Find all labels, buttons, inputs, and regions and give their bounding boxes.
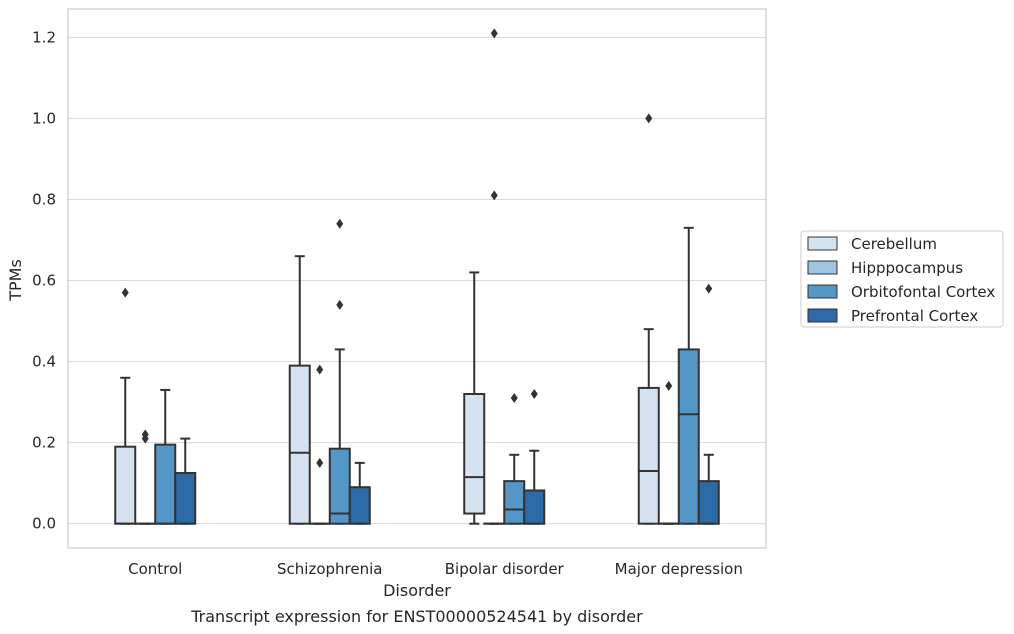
box-1-1 [308, 364, 331, 525]
box-1-2 [328, 218, 351, 525]
legend-label: Orbitofontal Cortex [851, 283, 995, 301]
box-iqr [328, 447, 351, 525]
box-iqr [697, 480, 720, 525]
box-3-0 [637, 113, 660, 525]
legend: Cerebellum Hipppocampus Orbitofontal Corte… [800, 230, 1004, 328]
figure-caption: Transcript expression for ENST0000052454… [190, 607, 643, 626]
box-iqr [463, 393, 486, 515]
x-tick-label: Schizophrenia [277, 560, 382, 578]
plot-frame [67, 8, 767, 549]
box-3-2 [677, 226, 700, 525]
x-tick-labels: Control Schizophrenia Bipolar disorder Majo… [128, 560, 743, 578]
legend-label: Cerebellum [851, 235, 937, 253]
outlier-point [645, 113, 653, 124]
y-tick-label: 0.0 [32, 515, 56, 533]
legend-label: Hipppocampus [851, 259, 963, 277]
box-iqr [154, 443, 177, 525]
x-tick-label: Bipolar disorder [445, 560, 565, 578]
outlier-point [141, 429, 149, 440]
y-tick-labels: 0.0 0.2 0.4 0.6 0.8 1.0 1.2 [32, 28, 56, 532]
outlier-point [316, 457, 324, 468]
y-tick-label: 1.0 [32, 109, 56, 127]
box-iqr [637, 386, 660, 525]
y-axis-title: TPMs [6, 259, 25, 302]
box-iqr [114, 445, 137, 525]
box-groups [114, 28, 720, 525]
y-tick-label: 0.2 [32, 434, 56, 452]
outlier-point [490, 28, 498, 39]
box-3-3 [697, 283, 720, 525]
box-2-3 [523, 389, 546, 525]
outlier-point [336, 299, 344, 310]
box-1-0 [288, 255, 311, 525]
legend-swatch [807, 284, 838, 299]
legend-label: Prefrontal Cortex [851, 307, 978, 325]
box-iqr [348, 486, 371, 525]
box-iqr [677, 348, 700, 525]
box-2-0 [463, 271, 486, 525]
y-tick-label: 0.6 [32, 272, 56, 290]
legend-swatch [807, 308, 838, 323]
y-tick-label: 1.2 [32, 28, 56, 46]
legend-frame [800, 230, 1004, 328]
x-tick-label: Major depression [615, 560, 743, 578]
outlier-point [705, 283, 713, 294]
legend-swatch [807, 260, 838, 275]
box-0-0 [114, 287, 137, 525]
x-tick-label: Control [128, 560, 182, 578]
box-iqr [503, 480, 526, 525]
outlier-point [316, 364, 324, 375]
outlier-point [510, 393, 518, 404]
x-axis-title: Disorder [383, 581, 451, 600]
box-iqr [523, 489, 546, 525]
box-0-3 [174, 437, 197, 525]
box-iqr [288, 364, 311, 525]
outlier-point [530, 389, 538, 399]
outlier-point [336, 218, 344, 229]
y-tick-label: 0.4 [32, 353, 56, 371]
outlier-point [121, 287, 129, 298]
outlier-point [665, 380, 673, 391]
box-iqr [174, 472, 197, 525]
box-1-3 [348, 461, 371, 525]
y-tick-label: 0.8 [32, 190, 56, 208]
outlier-point [490, 190, 498, 201]
legend-swatch [807, 236, 838, 251]
